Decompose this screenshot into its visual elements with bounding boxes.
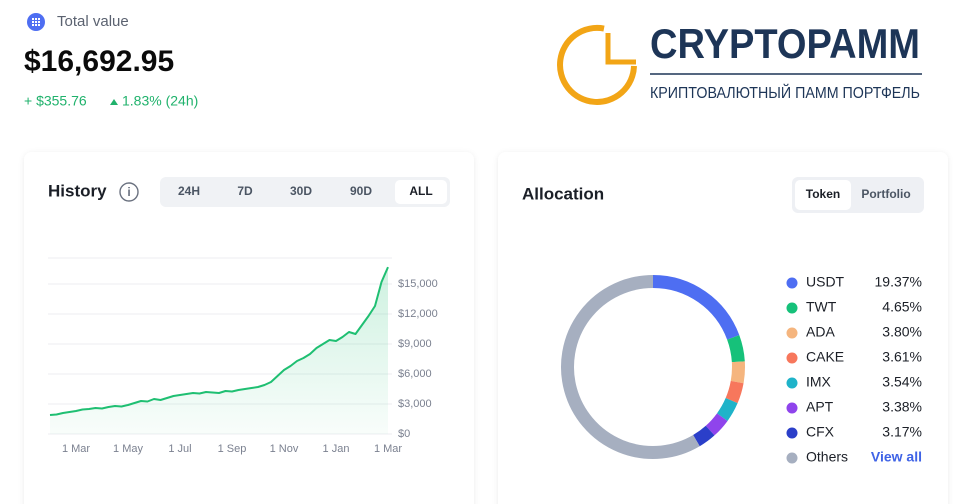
history-title: History: [48, 181, 107, 200]
legend-dot: [786, 277, 798, 289]
tab[interactable]: 24H: [178, 184, 200, 198]
legend-label: ADA: [806, 324, 835, 340]
up-arrow: [110, 99, 118, 105]
tab[interactable]: 7D: [237, 184, 253, 198]
x-tick-label: 1 May: [113, 443, 143, 455]
legend-label: TWT: [806, 299, 837, 315]
toggle-active-bg: [795, 180, 851, 210]
line: [49, 266, 389, 416]
tab[interactable]: 90D: [350, 184, 372, 198]
legend-value: 3.61%: [882, 349, 922, 365]
donut-segment: [561, 275, 700, 459]
legend-dot: [786, 352, 798, 364]
toggle-option[interactable]: Portfolio: [861, 187, 910, 201]
x-tick-label: 1 Mar: [62, 443, 90, 455]
y-tick-label: $9,000: [398, 338, 432, 350]
x-tick-label: 1 Jan: [323, 443, 350, 455]
donut-segment: [730, 361, 745, 384]
legend-value: 4.65%: [882, 299, 922, 315]
view-all-link[interactable]: View all: [871, 449, 922, 465]
icon-dots: [32, 18, 40, 26]
donut-segment: [716, 397, 738, 421]
legend-label: USDT: [806, 274, 845, 290]
area: [50, 267, 388, 434]
total-label: Total value: [57, 13, 129, 30]
legend-dot: [786, 377, 798, 389]
legend-label: APT: [806, 399, 834, 415]
donut-segment: [727, 335, 745, 363]
legend-value: 3.54%: [882, 374, 922, 390]
change-amount: + $355.76: [24, 93, 87, 109]
logo-slice: [605, 33, 636, 65]
x-tick-label: 1 Nov: [270, 443, 299, 455]
legend-label: Others: [806, 449, 848, 465]
x-tick-label: 1 Jul: [168, 443, 191, 455]
legend-label: CAKE: [806, 349, 844, 365]
donut-segment: [693, 425, 715, 447]
legend-dot: [786, 327, 798, 339]
tab[interactable]: ALL: [409, 184, 432, 198]
change-percent: 1.83% (24h): [122, 93, 198, 109]
legend-dot: [786, 402, 798, 414]
legend-value: 3.17%: [882, 424, 922, 440]
total-value: $16,692.95: [24, 45, 174, 78]
legend-label: IMX: [806, 374, 832, 390]
logo-name: CRYPTOPAMM: [650, 20, 920, 67]
legend-value: 3.80%: [882, 324, 922, 340]
y-tick-label: $15,000: [398, 278, 438, 290]
allocation-title: Allocation: [522, 184, 604, 203]
logo-arc: [557, 24, 637, 105]
y-tick-label: $3,000: [398, 398, 432, 410]
tab-bar: [160, 177, 450, 207]
legend-value: 3.38%: [882, 399, 922, 415]
y-tick-label: $12,000: [398, 308, 438, 320]
tab-active-bg: [395, 180, 447, 204]
tab[interactable]: 30D: [290, 184, 312, 198]
legend-value: 19.37%: [875, 274, 922, 290]
legend-label: CFX: [806, 424, 835, 440]
y-tick-label: $6,000: [398, 368, 432, 380]
info-glyph: i: [127, 185, 130, 199]
legend-dot: [786, 427, 798, 439]
y-tick-label: $0: [398, 428, 410, 440]
donut-segment: [652, 275, 740, 340]
legend-dot: [786, 452, 798, 464]
logo-tagline: КРИПТОВАЛЮТНЫЙ ПАММ ПОРТФЕЛЬ: [650, 83, 920, 102]
donut-segment: [705, 413, 728, 436]
toggle-option[interactable]: Token: [806, 187, 840, 201]
info-icon[interactable]: [119, 182, 139, 202]
x-tick-label: 1 Sep: [218, 443, 247, 455]
x-tick-label: 1 Mar: [374, 443, 402, 455]
legend-dot: [786, 302, 798, 314]
donut-segment: [725, 380, 744, 404]
